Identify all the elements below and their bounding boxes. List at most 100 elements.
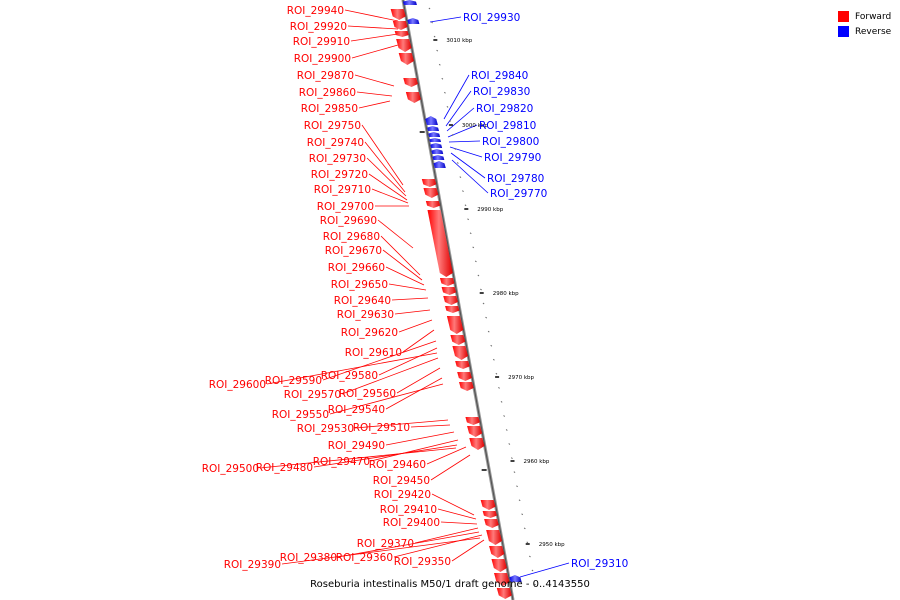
forward-gene-label: ROI_29870 xyxy=(297,70,354,82)
minor-tick xyxy=(456,162,459,164)
leader-line xyxy=(354,74,395,87)
leader-line xyxy=(448,140,481,143)
gene-block xyxy=(432,155,445,160)
minor-tick xyxy=(469,232,472,235)
leader-line xyxy=(356,91,393,97)
leader-line xyxy=(440,521,478,525)
leader-line xyxy=(380,235,421,276)
forward-gene-label: ROI_29560 xyxy=(339,388,396,400)
leader-line xyxy=(361,124,404,186)
leader-line xyxy=(370,439,459,462)
leader-line xyxy=(402,329,435,353)
minor-tick xyxy=(472,246,475,249)
minor-tick xyxy=(438,63,441,66)
forward-gene-label: ROI_29920 xyxy=(290,21,347,33)
reverse-swatch xyxy=(838,26,849,37)
gene-block xyxy=(405,92,421,103)
forward-swatch xyxy=(838,11,849,22)
gene-block xyxy=(486,530,502,545)
gene-block xyxy=(469,438,485,450)
leader-line xyxy=(281,537,481,565)
minor-tick xyxy=(485,316,488,319)
gene-block xyxy=(421,179,437,187)
forward-gene-label: ROI_29620 xyxy=(341,327,398,339)
leader-line xyxy=(430,454,471,481)
leader-line xyxy=(385,431,455,446)
gene-block xyxy=(429,138,442,142)
forward-gene-label: ROI_29720 xyxy=(311,169,368,181)
gene-block xyxy=(491,559,507,572)
leader-line xyxy=(410,424,451,428)
forward-gene-label: ROI_29740 xyxy=(307,137,364,149)
reverse-gene-label: ROI_29820 xyxy=(476,103,533,115)
leader-line xyxy=(446,107,475,132)
minor-tick xyxy=(433,35,436,38)
reverse-gene-label: ROI_29800 xyxy=(482,136,539,148)
forward-gene-label: ROI_29710 xyxy=(314,184,371,196)
minor-tick xyxy=(459,176,462,178)
reverse-gene-label: ROI_29830 xyxy=(473,86,530,98)
leader-line xyxy=(350,33,399,42)
minor-tick xyxy=(518,499,521,502)
forward-gene-label: ROI_29850 xyxy=(301,103,358,115)
minor-tick xyxy=(477,274,480,277)
leader-line xyxy=(451,539,485,562)
leader-line xyxy=(313,444,458,468)
gene-block xyxy=(407,18,420,24)
minor-tick xyxy=(464,204,467,207)
forward-gene-label: ROI_29940 xyxy=(287,5,344,17)
forward-gene-label: ROI_29680 xyxy=(323,231,380,243)
minor-tick xyxy=(441,77,444,80)
gene-block xyxy=(396,39,412,52)
minor-tick xyxy=(523,527,526,530)
gene-block xyxy=(427,210,453,277)
tick-label: 2980 kbp xyxy=(493,291,519,297)
leader-line xyxy=(341,357,439,395)
gene-labels: ROI_29940 ROI_29920 ROI_29910 ROI_29900 ROI_… xyxy=(202,5,629,571)
gene-block xyxy=(441,287,457,295)
minor-tick xyxy=(443,91,446,94)
forward-gene-label: ROI_29490 xyxy=(328,440,385,452)
leader-line xyxy=(414,527,479,544)
minor-tick xyxy=(449,120,451,122)
forward-gene-label: ROI_29610 xyxy=(345,347,402,359)
forward-gene-label: ROI_29380 xyxy=(280,552,337,564)
minor-tick xyxy=(462,190,464,193)
tick-label: 2960 kbp xyxy=(524,459,550,465)
gene-block xyxy=(445,306,460,313)
gene-block xyxy=(496,588,512,599)
gene-block xyxy=(446,316,464,334)
minor-tick xyxy=(480,288,482,291)
minor-tick xyxy=(528,555,531,558)
leader-line xyxy=(266,352,438,385)
genome-axis xyxy=(401,0,515,600)
gene-block xyxy=(482,511,497,518)
gene-block xyxy=(398,53,414,65)
minor-tick xyxy=(513,471,516,474)
leader-line xyxy=(388,283,427,291)
minor-tick xyxy=(498,386,500,389)
minor-tick xyxy=(492,358,495,361)
reverse-gene-label: ROI_29810 xyxy=(479,120,536,132)
leader-line xyxy=(366,157,407,197)
reverse-gene-label: ROI_29780 xyxy=(487,173,544,185)
leader-line xyxy=(426,446,467,465)
forward-gene-label: ROI_29600 xyxy=(209,379,266,391)
leader-line xyxy=(382,249,423,281)
gene-block xyxy=(489,546,505,558)
forward-gene-label: ROI_29640 xyxy=(334,295,391,307)
forward-label: Forward xyxy=(855,11,892,22)
leader-line xyxy=(450,152,486,179)
tick-label: 2990 kbp xyxy=(477,207,503,213)
scale-ticks: 3010 kbp 3000 kbp 2990 kbp 2980 kbp 2970 kbp… xyxy=(419,7,565,586)
forward-gene-label: ROI_29900 xyxy=(294,53,351,65)
forward-gene-label: ROI_29450 xyxy=(373,475,430,487)
forward-gene-label: ROI_29860 xyxy=(299,87,356,99)
forward-gene-label: ROI_29400 xyxy=(383,517,440,529)
minor-tick xyxy=(482,302,485,305)
minor-tick xyxy=(516,485,518,488)
leader-lines xyxy=(259,9,570,578)
leader-line xyxy=(396,367,441,394)
gene-block xyxy=(403,0,417,5)
minor-tick xyxy=(505,429,508,431)
